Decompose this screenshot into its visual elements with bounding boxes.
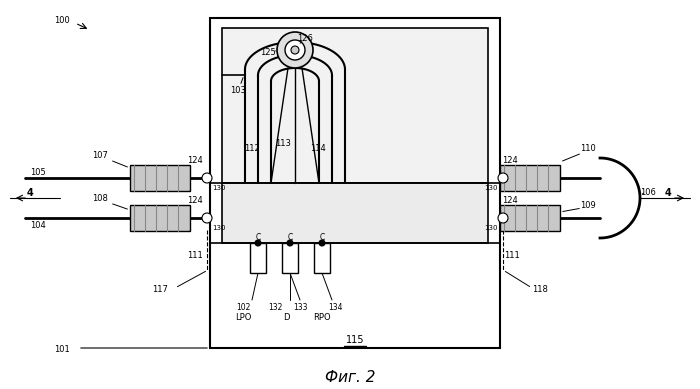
Bar — [222, 183, 488, 243]
Text: 111: 111 — [187, 251, 203, 259]
Text: 124: 124 — [187, 196, 203, 205]
Text: 108: 108 — [92, 193, 108, 203]
Text: 118: 118 — [532, 286, 548, 294]
Text: 133: 133 — [293, 303, 307, 312]
Text: 103: 103 — [230, 86, 246, 95]
Bar — [250, 243, 266, 273]
Text: RPO: RPO — [313, 314, 331, 322]
Text: 134: 134 — [328, 303, 342, 312]
Bar — [314, 243, 330, 273]
Text: C: C — [319, 233, 325, 242]
Circle shape — [287, 240, 293, 246]
Text: 130: 130 — [212, 225, 225, 231]
Text: 113: 113 — [275, 138, 291, 147]
Text: 107: 107 — [92, 151, 108, 159]
Text: 114: 114 — [310, 144, 326, 152]
Text: 100: 100 — [54, 16, 70, 25]
Bar — [282, 243, 298, 273]
Text: 124: 124 — [502, 156, 518, 165]
Bar — [500, 205, 560, 231]
Circle shape — [498, 173, 508, 183]
Circle shape — [255, 240, 261, 246]
Bar — [130, 205, 190, 231]
Text: 112: 112 — [244, 144, 260, 152]
Circle shape — [202, 213, 212, 223]
Circle shape — [277, 32, 313, 68]
Text: 4: 4 — [664, 188, 671, 198]
Text: 105: 105 — [30, 168, 46, 177]
Circle shape — [202, 173, 212, 183]
Text: 106: 106 — [640, 187, 656, 196]
Circle shape — [498, 213, 508, 223]
Text: 130: 130 — [484, 225, 498, 231]
Text: 101: 101 — [54, 345, 70, 354]
Text: 117: 117 — [152, 286, 168, 294]
Text: 125: 125 — [260, 47, 276, 56]
Bar — [210, 18, 500, 348]
Text: 109: 109 — [580, 200, 596, 210]
Text: 104: 104 — [30, 221, 46, 230]
Text: 110: 110 — [580, 144, 596, 152]
Text: Фиг. 2: Фиг. 2 — [325, 370, 375, 385]
Bar — [130, 165, 190, 191]
Circle shape — [291, 46, 299, 54]
Bar — [222, 28, 488, 183]
Text: 126: 126 — [297, 33, 313, 42]
Text: 130: 130 — [212, 185, 225, 191]
Circle shape — [285, 40, 305, 60]
Text: 102: 102 — [236, 303, 250, 312]
Text: 4: 4 — [27, 188, 34, 198]
Circle shape — [319, 240, 325, 246]
Text: 132: 132 — [268, 303, 282, 312]
Text: D: D — [283, 314, 289, 322]
Text: 111: 111 — [504, 251, 520, 259]
Text: C: C — [288, 233, 293, 242]
Text: LPO: LPO — [234, 314, 251, 322]
Text: 115: 115 — [346, 335, 364, 345]
Text: 124: 124 — [502, 196, 518, 205]
Bar — [500, 165, 560, 191]
Text: C: C — [256, 233, 260, 242]
Text: 130: 130 — [484, 185, 498, 191]
Text: 124: 124 — [187, 156, 203, 165]
